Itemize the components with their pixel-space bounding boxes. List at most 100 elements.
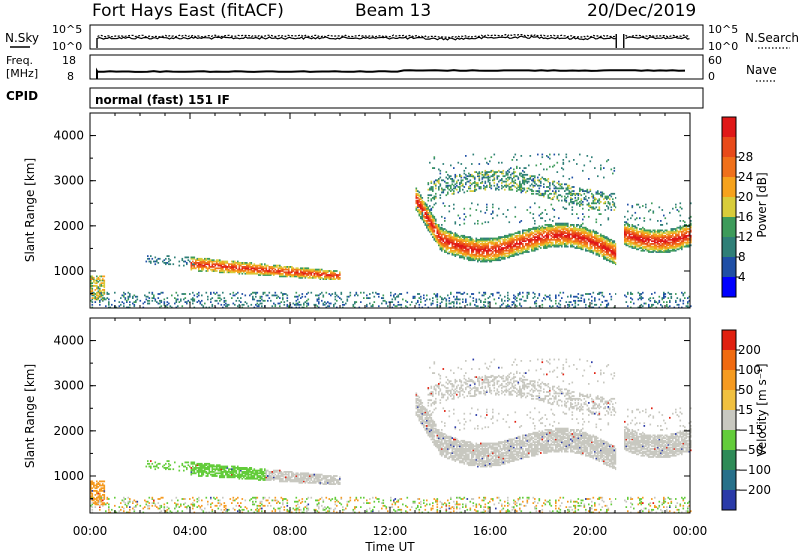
power-scatter-cell	[634, 245, 637, 248]
power-scatter-cell	[568, 187, 571, 190]
power-scatter-cell	[561, 236, 563, 238]
power-scatter-cell	[178, 260, 181, 263]
power-scatter-cell	[178, 264, 181, 267]
power-scatter-cell	[462, 234, 464, 237]
power-scatter-cell	[247, 272, 250, 275]
power-scatter-cell	[286, 268, 289, 271]
power-scatter-cell	[594, 230, 596, 233]
power-scatter-cell	[573, 226, 575, 229]
power-scatter-cell	[577, 240, 580, 243]
power-scatter-cell	[528, 229, 530, 232]
power-scatter-cell	[657, 249, 659, 252]
power-scatter-cell	[640, 240, 643, 243]
power-scatter-cell	[522, 229, 524, 232]
power-scatter-cell	[438, 188, 440, 191]
power-scatter-cell	[103, 285, 106, 287]
power-scatter-cell	[250, 267, 253, 270]
power-scatter-cell	[427, 207, 430, 210]
power-scatter-cell	[90, 290, 92, 293]
power-scatter-cell	[567, 243, 569, 245]
power-scatter-cell	[628, 240, 631, 243]
power-scatter-cell	[549, 225, 551, 228]
power-scatter-cell	[547, 225, 550, 228]
power-scatter-cell	[432, 233, 434, 236]
power-scatter-cell	[459, 249, 461, 252]
power-scatter-cell	[330, 274, 332, 276]
power-scatter-cell	[490, 156, 493, 159]
power-scatter-cell	[538, 245, 541, 248]
power-scatter-cell	[418, 213, 421, 215]
power-scatter-cell	[448, 188, 451, 191]
power-scatter-cell	[523, 182, 526, 184]
power-scatter-cell	[96, 280, 98, 283]
power-scatter-cell	[555, 238, 557, 241]
power-scatter-cell	[661, 229, 664, 232]
power-scatter-cell	[457, 291, 460, 294]
power-scatter-cell	[585, 198, 587, 201]
power-scatter-cell	[498, 291, 500, 294]
power-scatter-cell	[573, 202, 575, 205]
power-scatter-cell	[313, 276, 316, 279]
power-scatter-cell	[201, 294, 203, 297]
power-scatter-cell	[588, 236, 590, 238]
power-scatter-cell	[651, 248, 653, 251]
power-scatter-cell	[642, 237, 644, 240]
power-scatter-cell	[540, 194, 542, 197]
power-scatter-cell	[442, 243, 445, 245]
power-scatter-cell	[198, 299, 200, 302]
power-scatter-cell	[675, 228, 677, 230]
power-scatter-cell	[567, 228, 569, 230]
power-scatter-cell	[435, 240, 437, 243]
power-scatter-cell	[330, 271, 332, 274]
power-scatter-cell	[531, 228, 533, 230]
power-scatter-cell	[549, 197, 551, 199]
power-scatter-cell	[99, 278, 101, 280]
power-scatter-cell	[207, 298, 209, 301]
power-scatter-cell	[436, 237, 439, 240]
power-scatter-cell	[484, 176, 487, 179]
power-scatter-cell	[489, 240, 491, 243]
power-scatter-cell	[565, 245, 568, 248]
power-scatter-cell	[511, 240, 514, 243]
power-scatter-cell	[103, 283, 106, 286]
power-scatter-cell	[459, 298, 461, 301]
power-scatter-cell	[309, 276, 311, 279]
power-scatter-cell	[474, 222, 476, 225]
power-scatter-cell	[520, 237, 523, 240]
power-scatter-cell	[282, 298, 284, 301]
power-scatter-cell	[495, 252, 497, 255]
power-scatter-cell	[307, 274, 310, 276]
power-scatter-cell	[505, 171, 508, 173]
power-scatter-cell	[640, 295, 643, 298]
power-scatter-cell	[484, 157, 487, 160]
power-scatter-cell	[481, 178, 484, 180]
power-scatter-cell	[435, 295, 437, 298]
power-scatter-cell	[195, 267, 197, 270]
power-scatter-cell	[196, 262, 199, 264]
power-scatter-cell	[630, 238, 632, 241]
power-scatter-cell	[633, 236, 635, 238]
power-scatter-cell	[514, 153, 517, 156]
power-scatter-cell	[148, 299, 151, 302]
power-scatter-cell	[561, 237, 563, 240]
power-scatter-cell	[417, 199, 419, 202]
power-scatter-cell	[90, 280, 92, 283]
power-scatter-cell	[633, 247, 635, 249]
power-scatter-cell	[339, 271, 341, 274]
power-scatter-cell	[499, 248, 502, 251]
power-scatter-cell	[96, 279, 98, 282]
power-scatter-cell	[606, 195, 608, 198]
power-scatter-cell	[292, 268, 295, 271]
power-scatter-cell	[499, 294, 502, 297]
power-scatter-cell	[316, 305, 319, 308]
power-scatter-cell	[147, 302, 149, 305]
power-scatter-cell	[487, 176, 490, 179]
power-scatter-cell	[528, 293, 530, 295]
power-scatter-cell	[247, 263, 250, 266]
power-scatter-cell	[546, 233, 548, 236]
power-scatter-cell	[514, 248, 517, 251]
power-scatter-cell	[91, 297, 94, 299]
power-scatter-cell	[420, 207, 422, 210]
power-scatter-cell	[498, 249, 500, 252]
power-scatter-cell	[439, 238, 442, 241]
